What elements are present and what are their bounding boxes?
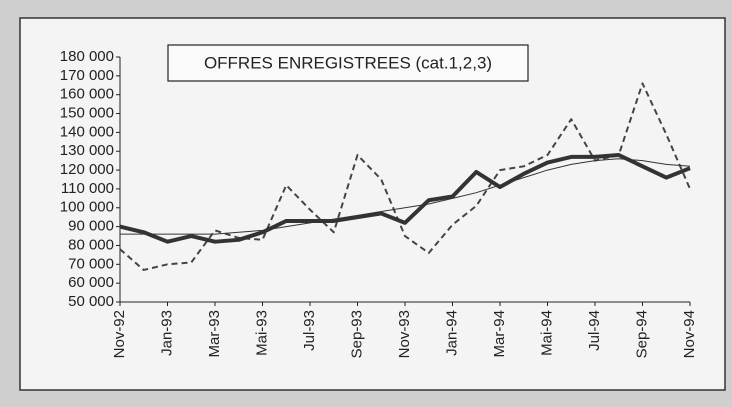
- x-tick-label: Sep-93: [348, 310, 365, 358]
- x-tick-label: Jul-94: [586, 310, 603, 351]
- x-tick-label: Nov-93: [396, 310, 413, 358]
- y-tick-label: 130 000: [60, 142, 114, 159]
- y-tick-label: 180 000: [60, 48, 114, 65]
- x-tick-label: Sep-94: [633, 310, 650, 358]
- y-tick-label: 50 000: [68, 293, 114, 310]
- y-tick-label: 60 000: [68, 274, 114, 291]
- x-tick-label: Nov-92: [111, 310, 128, 358]
- y-tick-label: 80 000: [68, 236, 114, 253]
- y-tick-label: 90 000: [68, 218, 114, 235]
- y-tick-label: 150 000: [60, 105, 114, 122]
- y-tick-label: 120 000: [60, 161, 114, 178]
- chart-title: OFFRES ENREGISTREES (cat.1,2,3): [204, 53, 492, 72]
- x-tick-label: Mar-93: [206, 310, 223, 358]
- x-tick-label: Mai-93: [253, 310, 270, 356]
- y-tick-label: 140 000: [60, 123, 114, 140]
- y-tick-label: 70 000: [68, 255, 114, 272]
- x-tick-label: Jan-94: [443, 310, 460, 356]
- y-tick-label: 160 000: [60, 86, 114, 103]
- x-tick-label: Nov-94: [681, 310, 698, 358]
- x-tick-label: Jan-93: [158, 310, 175, 356]
- y-tick-label: 110 000: [61, 180, 114, 197]
- x-tick-label: Jul-93: [301, 310, 318, 351]
- y-tick-label: 170 000: [60, 67, 114, 84]
- series-line: [120, 158, 691, 235]
- title-box: [167, 44, 529, 82]
- y-tick-label: 100 000: [60, 199, 114, 216]
- x-tick-label: Mai-94: [538, 310, 555, 356]
- x-tick-label: Mar-94: [491, 310, 508, 358]
- series-line: [119, 153, 691, 244]
